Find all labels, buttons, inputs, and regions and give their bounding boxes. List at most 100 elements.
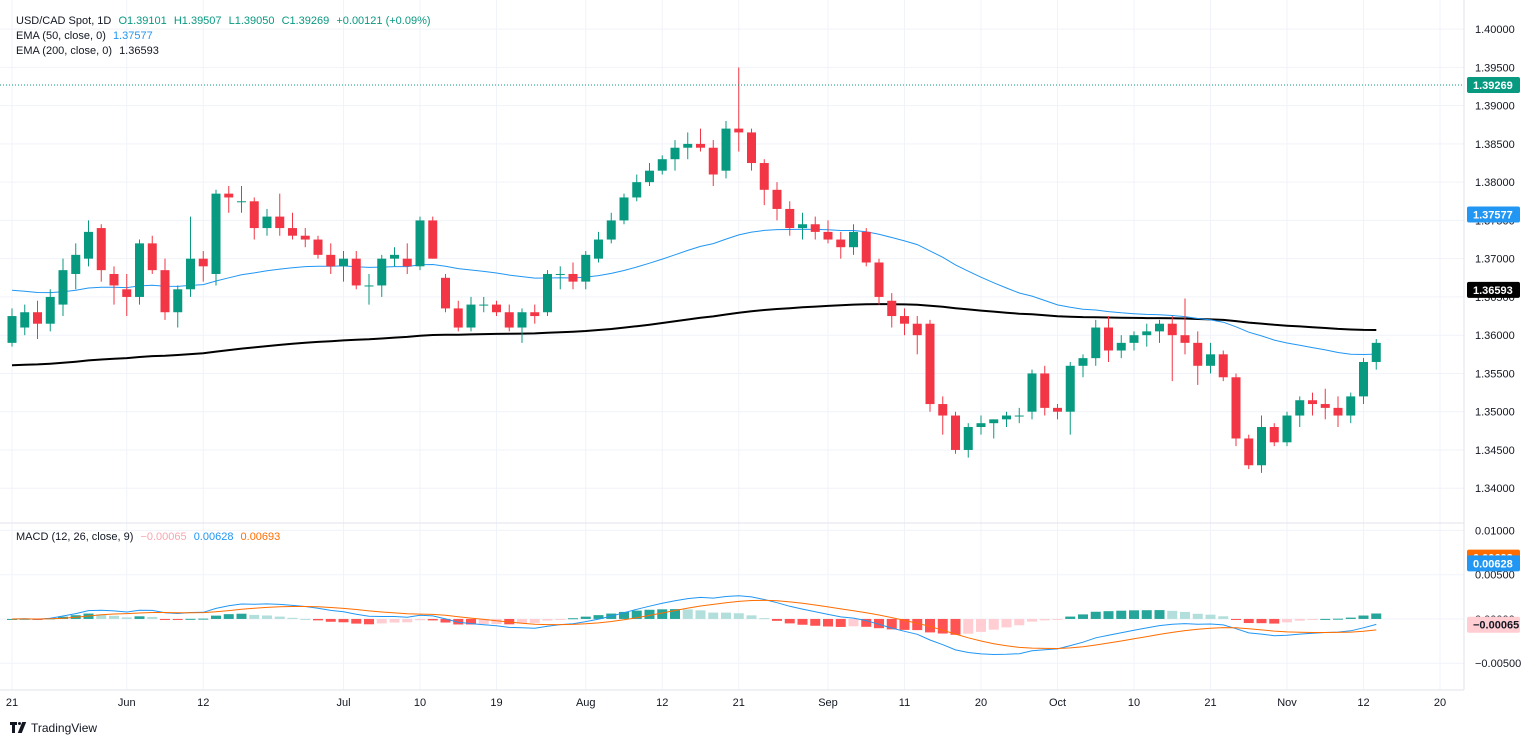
macd-histogram-bar (657, 609, 668, 619)
price-tick-label: 1.35500 (1475, 368, 1515, 380)
macd-histogram-bar (223, 614, 234, 619)
candle (721, 120, 731, 179)
macd-histogram-bar (7, 618, 17, 620)
candle-body (1027, 373, 1037, 412)
macd-histogram-bar (287, 617, 298, 619)
candle-body (364, 285, 374, 287)
candle (1002, 411, 1011, 428)
candle (504, 304, 514, 332)
time-axis[interactable]: 21 Jun 12 Jul 10 19 Aug 12 21 Sep 11 20 Oct 10 21 Nov 12… (6, 697, 1446, 709)
candle (1155, 319, 1164, 343)
candle (951, 411, 960, 454)
macd-signal-line (11, 599, 1377, 650)
candle (453, 300, 463, 332)
legend-macd[interactable]: MACD (12, 26, close, 9) −0.00065 0.00628… (16, 531, 284, 544)
macd-histogram-bar (249, 614, 260, 619)
candle (377, 254, 387, 297)
macd-label: MACD (12, 26, close, 9) (16, 531, 134, 543)
time-tick-label: 20 (1434, 697, 1446, 709)
candle (351, 251, 361, 290)
legend-ema200[interactable]: EMA (200, close, 0) 1.36593 (16, 45, 163, 58)
candle-body (1155, 323, 1164, 332)
candle (1116, 335, 1126, 359)
candle (696, 128, 705, 152)
candle (33, 300, 42, 340)
tradingview-logo[interactable]: TradingView (10, 721, 97, 735)
candle (492, 300, 501, 317)
candle-body (836, 239, 846, 248)
candle-body (300, 235, 310, 240)
change-value: +0.00121 (+0.09%) (336, 15, 431, 27)
macd-histogram-bar (644, 609, 655, 619)
candle-body (135, 243, 144, 297)
candle-body (696, 143, 705, 148)
candle-body (1091, 327, 1101, 359)
macd-histogram-bar (682, 609, 693, 619)
candle (479, 296, 489, 313)
macd-tick-label: −0.00500 (1475, 658, 1521, 670)
candle-body (759, 163, 769, 190)
symbol-label[interactable]: USD/CAD Spot, 1D (16, 15, 112, 27)
macd-histogram-bar (568, 618, 578, 620)
macd-histogram-bar (784, 618, 795, 624)
candle-body (160, 270, 170, 313)
macd-histogram-bar (1014, 618, 1025, 626)
macd-line-value: 0.00628 (193, 531, 234, 543)
candle (1244, 434, 1254, 470)
macd-histogram-bar (1129, 610, 1139, 619)
macd-histogram-bar (147, 616, 158, 619)
candle-body (657, 159, 667, 171)
legend-main[interactable]: USD/CAD Spot, 1D O1.39101 H1.39507 L1.39… (16, 15, 435, 28)
candle-body (262, 216, 272, 229)
ema200-line (11, 303, 1377, 367)
price-axis[interactable]: 1.40000 1.39500 1.39000 1.38500 1.38000 1.375… (1475, 24, 1515, 495)
candle (160, 258, 170, 320)
macd-histogram-bar (96, 614, 107, 619)
candle-body (1065, 365, 1075, 412)
candle (186, 216, 195, 297)
macd-histogram-bar (772, 618, 782, 621)
macd-histogram-bar (172, 618, 183, 620)
price-tick-label: 1.37000 (1475, 254, 1515, 266)
macd-histogram-bar (823, 618, 833, 627)
candle-body (275, 216, 285, 229)
candle (900, 308, 909, 336)
time-tick-label: 12 (197, 697, 209, 709)
macd-histogram-bar (211, 615, 221, 619)
macd-histogram-bar (402, 618, 413, 623)
macd-line-badge-text: 0.00628 (1473, 558, 1513, 570)
candle (785, 201, 795, 236)
macd-histogram-bar (1371, 613, 1382, 619)
macd-histogram-bar (746, 615, 757, 619)
candle-body (33, 312, 42, 324)
macd-histogram-bar (593, 615, 604, 619)
legend-ema50[interactable]: EMA (50, close, 0) 1.37577 (16, 30, 157, 43)
candle-body (504, 312, 514, 328)
candle (45, 289, 55, 332)
time-tick-label: 10 (414, 697, 426, 709)
candle-body (1282, 415, 1292, 443)
macd-histogram-bar (580, 616, 591, 619)
candle-body (288, 228, 297, 236)
candle (1027, 369, 1037, 420)
candle (670, 140, 680, 171)
candle (555, 266, 565, 290)
candle-body (1320, 404, 1330, 408)
candle-body (402, 258, 412, 267)
candle (1346, 392, 1356, 424)
macd-histogram-bar (1205, 614, 1216, 619)
candle (810, 216, 820, 240)
candle-body (58, 270, 68, 305)
candle-body (887, 300, 897, 317)
candle (237, 185, 246, 213)
candle-body (734, 128, 744, 133)
macd-line (11, 595, 1377, 656)
ema50-badge: 1.37577 (1467, 206, 1520, 223)
candle (339, 251, 348, 282)
candle-body (45, 296, 55, 324)
ema50-value: 1.37577 (112, 30, 153, 42)
candle-body (71, 254, 81, 274)
candle (581, 251, 591, 290)
